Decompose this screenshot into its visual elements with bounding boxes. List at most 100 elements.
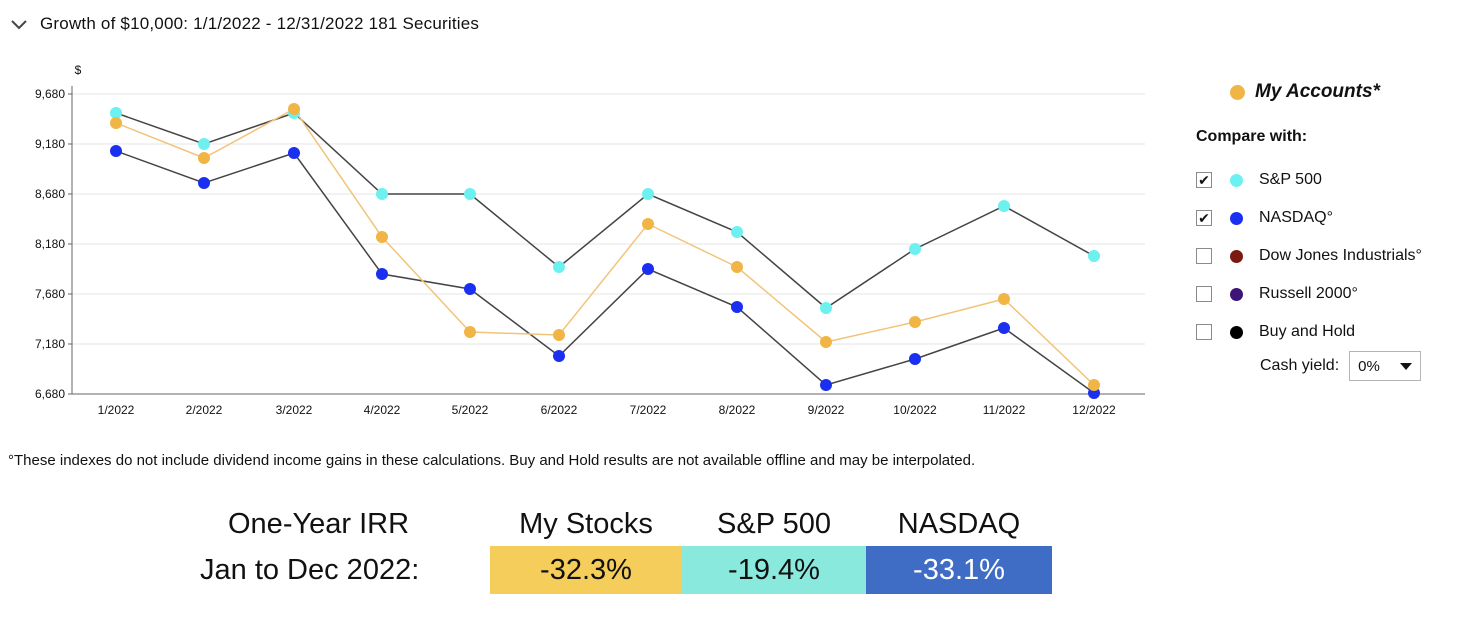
data-point [642,263,654,275]
data-point [731,301,743,313]
data-point [553,261,565,273]
data-point [288,147,300,159]
data-point [642,218,654,230]
x-tick-label: 7/2022 [630,403,667,417]
section-header[interactable]: Growth of $10,000: 1/1/2022 - 12/31/2022… [8,12,479,36]
data-point [909,316,921,328]
data-point [909,353,921,365]
data-point [110,107,122,119]
data-point [731,261,743,273]
y-tick-label: 6,680 [35,387,65,401]
data-point [998,293,1010,305]
series-line [115,150,1095,394]
legend-item-buy-and-hold[interactable]: Buy and Hold [1196,320,1355,344]
legend-item-nasdaq[interactable]: ✔ NASDAQ° [1196,206,1333,230]
data-point [731,226,743,238]
x-tick-label: 1/2022 [98,403,135,417]
data-point [288,103,300,115]
data-point [376,188,388,200]
data-point [198,138,210,150]
checkbox[interactable]: ✔ [1196,210,1212,226]
irr-value-my-stocks: -32.3% [490,546,682,594]
data-point [464,326,476,338]
series-dot-icon [1230,287,1243,301]
data-point [1088,250,1100,262]
x-tick-label: 5/2022 [452,403,489,417]
legend-item-label: Buy and Hold [1259,323,1356,340]
checkbox[interactable] [1196,248,1212,264]
legend-item-label: Russell 2000° [1259,285,1358,302]
data-point [820,336,832,348]
y-axis-label: $ [75,63,82,77]
series-dot-icon [1230,211,1243,225]
irr-header-my-stocks: My Stocks [519,508,653,540]
x-tick-label: 11/2022 [983,403,1026,417]
x-tick-label: 8/2022 [719,403,756,417]
legend-item-s-p-500[interactable]: ✔ S&P 500 [1196,168,1322,192]
irr-header-nasdaq: NASDAQ [897,508,1021,540]
checkbox[interactable] [1196,286,1212,302]
y-tick-label: 9,180 [35,137,65,151]
data-point [642,188,654,200]
x-tick-label: 6/2022 [541,403,578,417]
chevron-down-icon[interactable] [8,13,30,35]
legend-item-label: Dow Jones Industrials° [1259,247,1422,264]
chart-title: Growth of $10,000: 1/1/2022 - 12/31/2022… [40,14,480,33]
legend-my-accounts: My Accounts* [1230,78,1380,106]
my-accounts-label: My Accounts* [1255,81,1380,102]
checkmark-icon: ✔ [1198,210,1210,226]
y-tick-label: 7,180 [35,337,65,351]
x-tick-label: 10/2022 [893,403,937,417]
legend-item-label: NASDAQ° [1259,209,1333,226]
footnote: °These indexes do not include dividend i… [8,452,976,469]
series-line [115,108,1095,386]
data-point [909,243,921,255]
series-dot-icon [1230,173,1243,187]
data-point [198,152,210,164]
data-point [464,188,476,200]
cash-yield-row: Cash yield: 0% [1260,350,1422,382]
compare-with-label: Compare with: [1196,128,1308,145]
y-tick-label: 9,680 [35,87,65,101]
checkbox[interactable] [1196,324,1212,340]
x-tick-label: 4/2022 [364,403,401,417]
cash-yield-select[interactable]: 0% [1349,351,1422,381]
dropdown-caret-icon [1400,362,1413,370]
data-point [1088,379,1100,391]
legend-item-dow-jones-industrials[interactable]: Dow Jones Industrials° [1196,244,1422,268]
y-tick-label: 8,180 [35,237,65,251]
data-point [376,268,388,280]
data-point [110,117,122,129]
x-tick-label: 9/2022 [808,403,845,417]
series-line [115,112,1095,309]
checkbox[interactable]: ✔ [1196,172,1212,188]
data-point [998,322,1010,334]
data-point [198,177,210,189]
cash-yield-value: 0% [1358,357,1380,375]
series-dot-icon [1230,249,1243,263]
data-point [820,302,832,314]
checkmark-icon: ✔ [1198,172,1210,188]
legend-item-label: S&P 500 [1259,171,1322,188]
data-point [464,283,476,295]
my-accounts-dot-icon [1230,84,1245,100]
irr-value-sp500: -19.4% [682,546,866,594]
data-point [820,379,832,391]
x-tick-label: 12/2022 [1072,403,1116,417]
data-point [553,329,565,341]
data-point [376,231,388,243]
data-point [553,350,565,362]
growth-line-chart: $9,680 9,180 8,680 8,180 7,680 7,180 6,680 1/20… [35,63,1145,417]
cash-yield-label: Cash yield: [1260,357,1340,374]
irr-value-nasdaq: -33.1% [866,546,1052,594]
legend-item-russell-2000[interactable]: Russell 2000° [1196,282,1358,306]
data-point [110,145,122,157]
irr-label-line1: One-Year IRR [228,508,410,540]
x-tick-label: 3/2022 [276,403,313,417]
irr-label-line2: Jan to Dec 2022: [200,554,420,586]
irr-header-sp500: S&P 500 [717,508,831,540]
x-tick-label: 2/2022 [186,403,223,417]
series-dot-icon [1230,325,1243,339]
y-tick-label: 8,680 [35,187,65,201]
data-point [998,200,1010,212]
